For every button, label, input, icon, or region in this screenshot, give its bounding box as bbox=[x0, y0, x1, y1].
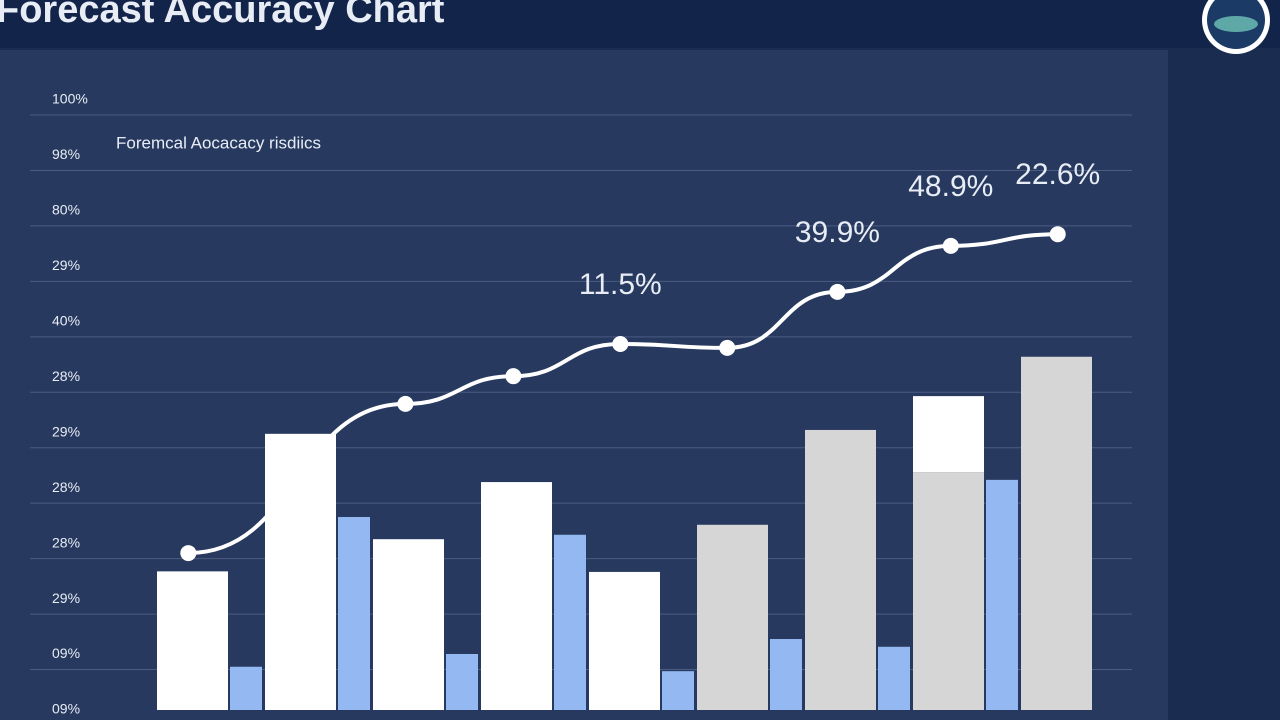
bar bbox=[878, 646, 910, 710]
bar bbox=[481, 482, 552, 710]
bar bbox=[770, 639, 802, 710]
y-tick-label: 40% bbox=[52, 313, 80, 329]
y-tick-label: 29% bbox=[52, 590, 80, 606]
bar bbox=[265, 433, 336, 710]
bar bbox=[589, 571, 660, 710]
data-label: 39.9% bbox=[795, 216, 880, 249]
title-bar bbox=[0, 0, 1280, 48]
line-point bbox=[180, 545, 197, 562]
bar bbox=[373, 539, 444, 710]
chart-subtitle: Foremcal Aocacacy risdiics bbox=[116, 133, 321, 152]
line-point bbox=[719, 339, 736, 356]
line-point bbox=[397, 395, 414, 412]
line bbox=[188, 232, 1058, 556]
y-tick-label: 29% bbox=[52, 423, 80, 439]
line-point bbox=[942, 237, 959, 254]
data-label: 48.9% bbox=[908, 170, 993, 203]
bar bbox=[805, 429, 876, 710]
bar bbox=[230, 666, 262, 710]
line-point bbox=[829, 283, 846, 300]
y-tick-label: 98% bbox=[52, 146, 80, 162]
data-label: 22.6% bbox=[1015, 158, 1100, 191]
bar bbox=[697, 524, 768, 710]
logo-mark bbox=[1214, 16, 1258, 32]
bar bbox=[1021, 356, 1092, 710]
y-tick-label: 28% bbox=[52, 534, 80, 550]
line-point bbox=[1049, 226, 1066, 243]
y-tick-label: 100% bbox=[52, 91, 88, 107]
data-label: 11.5% bbox=[579, 268, 662, 301]
y-tick-label: 28% bbox=[52, 368, 80, 384]
bar bbox=[338, 517, 370, 710]
bar bbox=[986, 479, 1018, 710]
y-tick-label: 09% bbox=[52, 701, 80, 717]
bar bbox=[913, 396, 984, 473]
y-tick-label: 80% bbox=[52, 202, 80, 218]
bar bbox=[662, 671, 694, 710]
bar bbox=[913, 472, 984, 710]
y-tick-label: 29% bbox=[52, 257, 80, 273]
bar bbox=[446, 653, 478, 710]
chart-title: Forecast Accuracy Chart bbox=[0, 0, 445, 31]
bar bbox=[554, 534, 586, 710]
line-point bbox=[505, 368, 522, 385]
bar bbox=[157, 571, 228, 710]
y-tick-label: 09% bbox=[52, 645, 80, 661]
y-tick-label: 28% bbox=[52, 479, 80, 495]
line-point bbox=[612, 336, 629, 352]
